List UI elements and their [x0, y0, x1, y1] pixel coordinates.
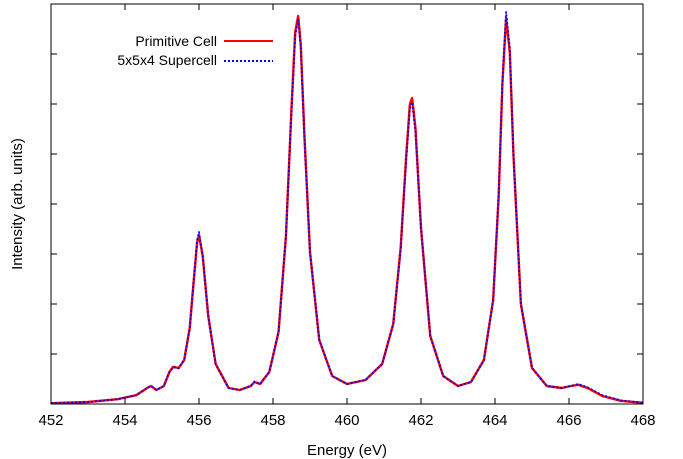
x-tick-label-454: 454	[112, 412, 137, 429]
plot-area	[51, 4, 643, 404]
ticks-layer: 452 454 456 458 460 462 464 466 468	[38, 4, 656, 429]
plot-frame	[50, 3, 644, 405]
legend: Primitive Cell 5x5x4 Supercell	[117, 33, 273, 68]
x-tick-label-462: 462	[408, 412, 433, 429]
x-tick-label-452: 452	[38, 412, 63, 429]
x-tick-label-456: 456	[186, 412, 211, 429]
legend-label-supercell: 5x5x4 Supercell	[117, 52, 217, 68]
legend-label-primitive-cell: Primitive Cell	[135, 33, 217, 49]
x-tick-label-458: 458	[260, 412, 285, 429]
y-axis-title: Intensity (arb. units)	[9, 138, 26, 270]
series-layer	[50, 11, 644, 405]
x-tick-label-464: 464	[482, 412, 507, 429]
x-tick-label-468: 468	[630, 412, 655, 429]
x-axis-title: Energy (eV)	[307, 442, 387, 459]
series-line-5x5x4-supercell	[50, 11, 644, 405]
x-tick-label-460: 460	[334, 412, 359, 429]
x-tick-label-466: 466	[556, 412, 581, 429]
